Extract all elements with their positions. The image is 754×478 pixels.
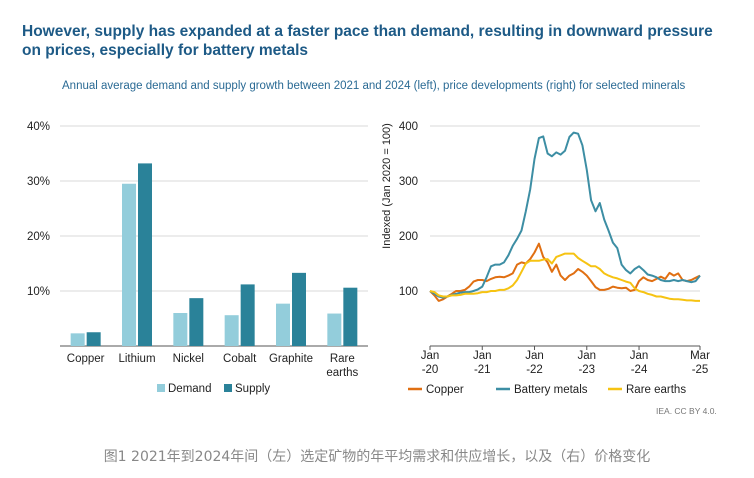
line-y-axis-title: Indexed (Jan 2020 = 100) [381,123,393,249]
bar-demand-rare-earths [327,313,342,346]
bar-demand-copper [70,333,85,346]
line-ytick-label: 300 [399,176,418,188]
legend-copper-label: Copper [426,384,464,396]
bar-category-label: Copper [67,353,105,365]
line-xtick-label: Jan [421,350,440,362]
figure-caption: 图1 2021年到2024年间（左）选定矿物的年平均需求和供应增长，以及（右）价… [103,449,651,465]
series-line-rare-earths [429,252,700,302]
bar-supply-cobalt [240,284,255,346]
bar-category-label: Graphite [269,353,313,365]
line-ytick-label: 400 [399,121,418,133]
bar-demand-lithium [122,183,136,346]
line-xtick-label: -22 [526,364,543,376]
bar-category-label: Cobalt [223,353,257,365]
line-xtick-label: Mar [690,350,710,362]
bar-demand-cobalt [224,315,239,346]
line-xtick-label: Jan [578,350,597,362]
bar-supply-graphite [292,272,306,346]
legend-supply-label: Supply [235,383,270,395]
bar-supply-copper [86,332,101,346]
chart-title: However, supply has expanded at a faster… [22,23,713,59]
bar-ytick-label: 40% [27,121,50,133]
credit-note: IEA. CC BY 4.0. [656,406,717,416]
chart-subtitle: Annual average demand and supply growth … [62,80,686,92]
line-xtick-label: Jan [473,350,492,362]
line-xtick-label: Jan [525,350,544,362]
series-line-copper [429,242,701,302]
line-xtick-label: -20 [422,364,439,376]
bar-demand-nickel [173,313,188,346]
line-xtick-label: -23 [578,364,595,376]
line-xtick-label: -21 [474,364,491,376]
bar-supply-nickel [189,298,204,346]
bar-demand-graphite [276,303,290,346]
bar-category-label: earths [326,367,358,379]
line-xtick-label: -24 [631,364,648,376]
line-xtick-label: -25 [692,364,709,376]
bar-ytick-label: 30% [27,176,50,188]
line-ytick-label: 100 [399,286,418,298]
bar-category-label: Nickel [173,353,204,365]
legend-demand-label: Demand [168,383,211,395]
line-ytick-label: 200 [399,231,418,243]
bar-ytick-label: 20% [27,231,50,243]
legend-battery-metals-label: Battery metals [514,384,588,396]
legend-rare-earths-label: Rare earths [626,384,686,396]
bar-supply-lithium [138,163,152,346]
bar-supply-rare-earths [343,287,358,346]
series-line-battery-metals [429,131,701,299]
bar-category-label: Rare [330,353,355,365]
bar-category-label: Lithium [118,353,155,365]
line-xtick-label: Jan [630,350,649,362]
legend-demand-swatch [157,384,165,392]
legend-supply-swatch [224,384,232,392]
bar-ytick-label: 10% [27,286,50,298]
